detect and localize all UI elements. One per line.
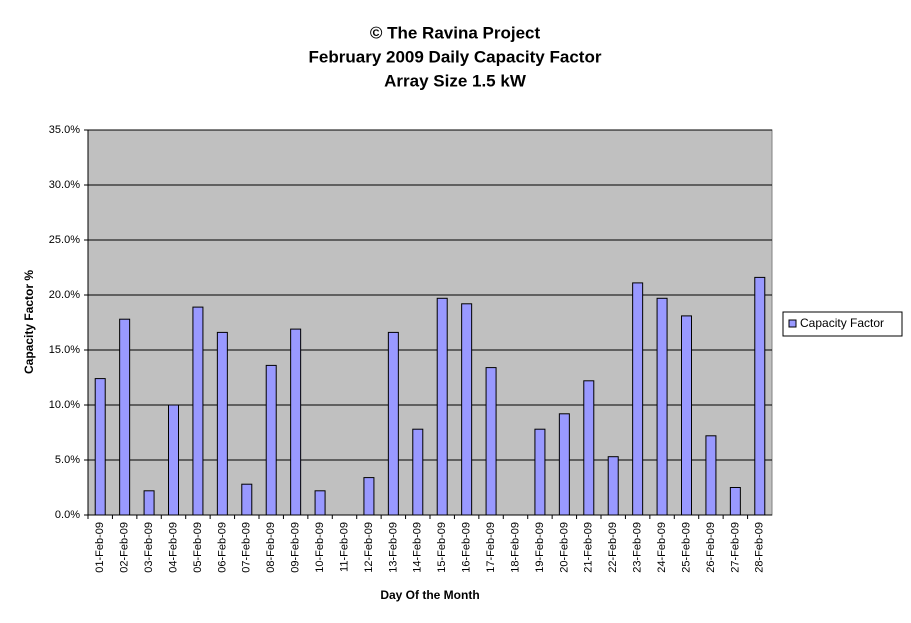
x-tick-label: 03-Feb-09 (143, 522, 155, 573)
bar (216, 331, 228, 516)
bar (705, 435, 717, 516)
bar (412, 428, 424, 516)
x-tick-label: 21-Feb-09 (583, 522, 595, 573)
x-tick-label: 11-Feb-09 (338, 522, 350, 572)
bar (632, 282, 644, 516)
chart-title: February 2009 Daily Capacity Factor (309, 47, 602, 66)
x-tick-label: 13-Feb-09 (387, 522, 399, 573)
bar (656, 297, 668, 516)
bar (143, 490, 155, 516)
y-tick-label: 20.0% (49, 289, 80, 301)
x-tick-label: 28-Feb-09 (754, 522, 766, 573)
bar (607, 456, 619, 516)
legend (782, 311, 903, 337)
x-tick-label: 17-Feb-09 (485, 522, 497, 573)
x-tick-label: 08-Feb-09 (265, 522, 277, 573)
bar (241, 483, 253, 516)
bar (583, 380, 595, 516)
x-tick-label: 09-Feb-09 (290, 522, 302, 573)
y-tick-label: 25.0% (49, 234, 80, 246)
x-tick-label: 20-Feb-09 (558, 522, 570, 573)
x-tick-label: 06-Feb-09 (216, 522, 228, 573)
x-axis-label: Day Of the Month (380, 588, 479, 602)
y-tick-label: 5.0% (55, 454, 80, 466)
bar (558, 413, 570, 516)
x-tick-label: 04-Feb-09 (167, 522, 179, 573)
bar (681, 315, 692, 516)
bar (192, 306, 204, 516)
x-tick-label: 26-Feb-09 (705, 522, 717, 573)
bar (485, 367, 497, 516)
plot-area (87, 129, 773, 516)
x-tick-label: 02-Feb-09 (119, 522, 131, 573)
x-tick-label: 07-Feb-09 (241, 522, 253, 573)
bar (436, 297, 448, 516)
legend-label: Capacity Factor (800, 316, 884, 330)
y-tick-label: 30.0% (49, 179, 80, 191)
x-tick-label: 10-Feb-09 (314, 522, 326, 573)
x-tick-label: 23-Feb-09 (632, 522, 644, 573)
y-tick-label: 35.0% (49, 124, 80, 136)
x-tick-label: 27-Feb-09 (729, 522, 741, 573)
bar (314, 490, 326, 516)
legend-swatch (788, 319, 797, 328)
x-tick-label: 18-Feb-09 (509, 522, 521, 573)
bar (94, 378, 106, 516)
x-tick-label: 24-Feb-09 (656, 522, 668, 573)
x-tick-label: 25-Feb-09 (680, 522, 692, 573)
bar (363, 477, 375, 516)
x-tick-label: 15-Feb-09 (436, 522, 448, 573)
y-tick-label: 0.0% (55, 509, 80, 521)
bar (265, 364, 277, 516)
x-tick-label: 01-Feb-09 (94, 522, 106, 573)
bar (754, 276, 766, 516)
y-axis-label: Capacity Factor % (22, 270, 36, 374)
bar (168, 404, 179, 516)
bar (290, 328, 302, 516)
bar (119, 318, 131, 516)
x-tick-label: 14-Feb-09 (412, 522, 424, 573)
y-tick-label: 10.0% (49, 399, 80, 411)
bar (387, 331, 399, 516)
x-tick-label: 16-Feb-09 (461, 522, 473, 573)
bar (461, 303, 473, 516)
x-tick-label: 12-Feb-09 (363, 522, 375, 573)
chart-title: Array Size 1.5 kW (384, 71, 527, 90)
bar (534, 428, 546, 516)
x-tick-label: 19-Feb-09 (534, 522, 546, 573)
x-tick-label: 05-Feb-09 (192, 522, 204, 573)
chart-title: © The Ravina Project (370, 23, 541, 42)
x-tick-label: 22-Feb-09 (607, 522, 619, 573)
bar (729, 487, 741, 516)
y-tick-label: 15.0% (49, 344, 80, 356)
